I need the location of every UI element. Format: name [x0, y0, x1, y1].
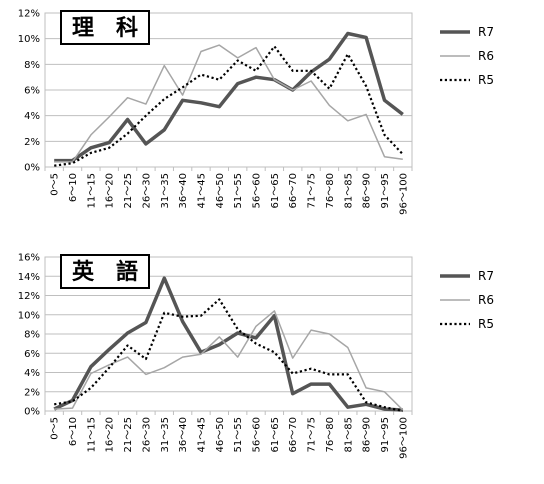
y-tick-label: 12% [18, 9, 40, 20]
title-box [60, 10, 150, 45]
x-tick-label: 96～100 [398, 417, 409, 459]
science-chart-svg: 0% 2% 4% 6% 8% 10% 12% 0～5 6～10 11～15 16～20 21～25 26… [18, 9, 494, 215]
legend-label-r7: R7 [478, 269, 494, 283]
legend-label-r6: R6 [478, 49, 494, 63]
x-tick-label: 96～100 [398, 173, 409, 215]
legend-label-r7: R7 [478, 25, 494, 39]
x-tick-label: 11～15 [86, 417, 97, 452]
x-tick-label: 26～30 [141, 417, 152, 452]
x-tick-label: 76～80 [325, 417, 336, 452]
x-tick-label: 16～20 [105, 417, 116, 452]
x-tick-label: 31～35 [160, 417, 171, 452]
y-tick-label: 4% [24, 368, 40, 379]
title-box [60, 254, 150, 289]
x-tick-label: 51～55 [233, 417, 244, 452]
x-tick-label: 61～65 [270, 417, 281, 452]
x-tick-label: 41～45 [196, 417, 207, 452]
y-tick-label: 12% [18, 291, 40, 302]
x-tick-label: 91～95 [380, 417, 391, 452]
chart-title: 英 語 [72, 259, 138, 285]
x-tick-label: 0～5 [50, 173, 61, 196]
y-tick-label: 10% [18, 34, 40, 45]
y-tick-label: 0% [24, 163, 40, 174]
series-line-r7 [53, 276, 403, 412]
x-tick-label: 76～80 [325, 173, 336, 208]
series-line-r7 [54, 31, 404, 163]
x-tick-label: 41～45 [196, 173, 207, 208]
x-tick-label: 66～70 [288, 417, 299, 452]
x-tick-label: 86～90 [362, 417, 373, 452]
legend-label-r5: R5 [478, 317, 494, 331]
x-tick-label: 16～20 [105, 173, 116, 208]
x-tick-label: 51～55 [233, 173, 244, 208]
legend-label-r5: R5 [478, 73, 494, 87]
y-tick-label: 16% [18, 253, 40, 264]
x-tick-label: 86～90 [362, 173, 373, 208]
x-tick-label: 46～50 [215, 417, 226, 452]
y-tick-label: 0% [24, 407, 40, 418]
series-line-r5 [54, 298, 404, 413]
y-tick-label: 8% [24, 60, 40, 71]
x-tick-label: 61～65 [270, 173, 281, 208]
x-tick-label: 21～25 [123, 417, 134, 452]
x-tick-label: 91～95 [380, 173, 391, 208]
y-tick-label: 8% [24, 330, 40, 341]
x-tick-label: 31～35 [160, 173, 171, 208]
x-tick-label: 46～50 [215, 173, 226, 208]
legend-label-r6: R6 [478, 293, 494, 307]
x-tick-label: 81～85 [343, 417, 354, 452]
x-tick-label: 71～75 [307, 417, 318, 452]
x-tick-label: 6～10 [68, 417, 79, 446]
y-tick-label: 14% [18, 272, 40, 283]
english-chart: 0% 2% 4% 6% 8% 10% 12% 14% 16% 0～5 6～10 11～15 16～20 2… [0, 244, 544, 484]
x-tick-label: 0～5 [50, 417, 61, 440]
chart-title: 理 科 [72, 16, 138, 41]
series-line-r5 [54, 45, 404, 167]
series-line-r6 [54, 310, 404, 411]
x-tick-label: 81～85 [343, 173, 354, 208]
x-tick-label: 56～60 [252, 173, 263, 208]
x-tick-label: 56～60 [252, 417, 263, 452]
y-tick-label: 6% [24, 349, 40, 360]
x-tick-label: 11～15 [86, 173, 97, 208]
x-tick-label: 71～75 [307, 173, 318, 208]
x-tick-label: 66～70 [288, 173, 299, 208]
x-tick-label: 36～40 [178, 417, 189, 452]
y-tick-label: 2% [24, 137, 40, 148]
science-chart: 0% 2% 4% 6% 8% 10% 12% 0～5 6～10 11～15 16～20 21～25 26… [0, 0, 544, 240]
y-tick-label: 10% [18, 310, 40, 321]
x-tick-label: 6～10 [68, 173, 79, 202]
y-tick-label: 4% [24, 111, 40, 122]
english-chart-svg: 0% 2% 4% 6% 8% 10% 12% 14% 16% 0～5 6～10 11～15 16～20 2… [18, 253, 494, 459]
x-tick-label: 36～40 [178, 173, 189, 208]
x-tick-label: 21～25 [123, 173, 134, 208]
y-tick-label: 6% [24, 86, 40, 97]
series-line-r6 [54, 44, 403, 163]
y-tick-label: 2% [24, 387, 40, 398]
x-tick-label: 26～30 [141, 173, 152, 208]
